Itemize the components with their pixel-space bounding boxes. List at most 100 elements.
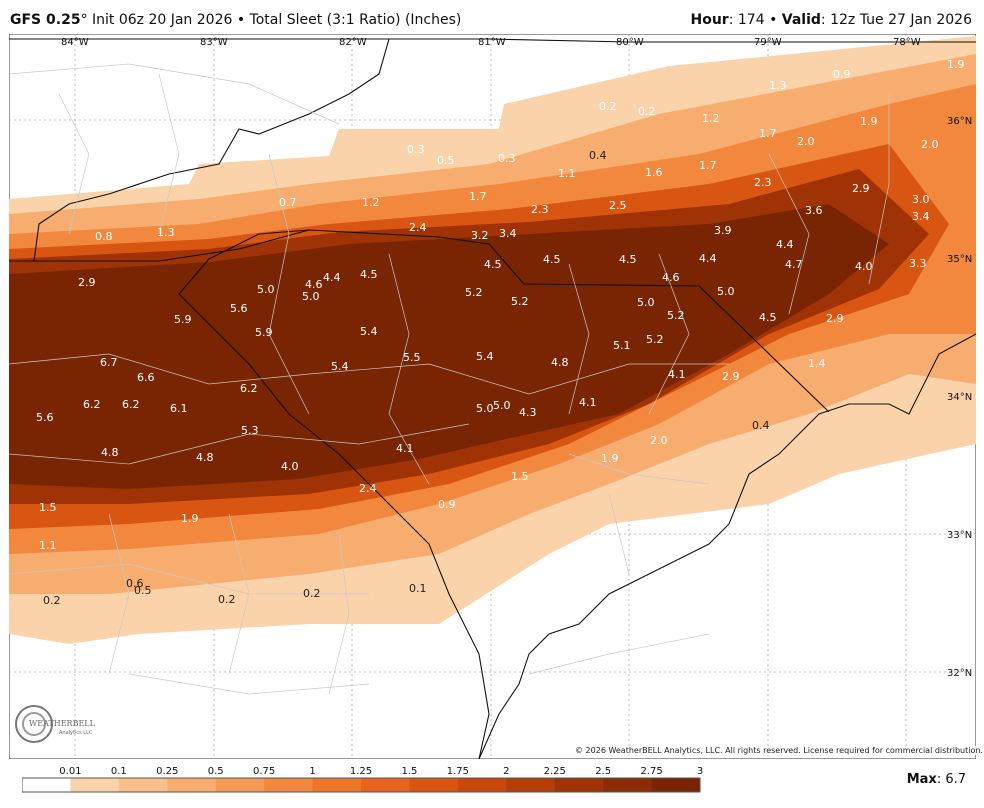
sleet-value-label: 2.4: [359, 482, 377, 495]
sleet-value-label: 4.1: [668, 368, 686, 381]
sleet-value-label: 4.3: [519, 406, 537, 419]
legend-swatch: [118, 778, 168, 792]
legend-swatch: [70, 778, 120, 792]
sleet-value-label: 4.0: [281, 460, 299, 473]
sleet-value-label: 5.4: [331, 360, 349, 373]
sleet-value-label: 1.5: [39, 501, 57, 514]
sleet-value-label: 4.5: [543, 253, 561, 266]
lon-label-4: 80°W: [616, 37, 644, 48]
lat-label-4: 32°N: [947, 668, 972, 679]
sleet-value-label: 2.3: [754, 176, 772, 189]
sleet-value-label: 2.9: [78, 276, 96, 289]
sleet-value-label: 1.9: [601, 452, 619, 465]
legend-swatch: [215, 778, 265, 792]
valid-separator: •: [769, 12, 778, 28]
lon-label-6: 78°W: [893, 37, 921, 48]
sleet-value-label: 5.4: [360, 325, 378, 338]
legend-border: [22, 777, 701, 793]
sleet-value-label: 3.6: [805, 204, 823, 217]
sleet-value-label: 1.4: [808, 357, 826, 370]
hour-value: : 174: [728, 12, 765, 28]
lon-label-2: 82°W: [339, 37, 367, 48]
max-value: Max: 6.7: [907, 772, 966, 787]
legend-swatch: [651, 778, 701, 792]
sleet-value-label: 0.2: [43, 594, 61, 607]
legend-ticks: 0.01 0.1 0.25 0.5 0.75 1 1.25 1.5 1.75 2 2.25 2.5 2.…: [59, 766, 703, 777]
sleet-value-label: 2.0: [797, 135, 815, 148]
sleet-value-label: 0.1: [409, 582, 427, 595]
sleet-value-label: 5.0: [493, 399, 511, 412]
sleet-value-label: 2.9: [826, 312, 844, 325]
legend-tick-label: 0.01: [59, 766, 81, 777]
legend-swatch: [264, 778, 314, 792]
sleet-value-label: 2.5: [609, 199, 627, 212]
sleet-value-label: 1.2: [362, 196, 380, 209]
sleet-value-label: 1.7: [699, 159, 717, 172]
sleet-value-label: 5.0: [637, 296, 655, 309]
sleet-value-label: 2.0: [650, 434, 668, 447]
hour-label: Hour: [690, 12, 729, 28]
legend-swatch: [603, 778, 653, 792]
sleet-value-label: 0.6: [126, 577, 144, 590]
sleet-value-label: 1.3: [769, 79, 787, 92]
sleet-value-label: 2.0: [921, 138, 939, 151]
sleet-value-label: 4.8: [551, 356, 569, 369]
legend-swatch: [312, 778, 362, 792]
legend-tick-label: 3: [697, 766, 703, 777]
sleet-value-label: 0.5: [134, 584, 152, 597]
map-title: GFS 0.25° Init 06z 20 Jan 2026 • Total S…: [10, 12, 461, 28]
sleet-value-label: 4.5: [484, 258, 502, 271]
sleet-value-label: 5.2: [667, 309, 685, 322]
sleet-value-label: 1.9: [181, 512, 199, 525]
legend-swatch: [361, 778, 410, 792]
logo-text: WEATHERBELL: [29, 719, 96, 728]
model-name: GFS 0.25: [10, 12, 81, 28]
sleet-value-label: 1.3: [157, 226, 175, 239]
sleet-value-label: 5.3: [241, 424, 259, 437]
lat-label-2: 34°N: [947, 392, 972, 403]
sleet-value-label: 5.2: [646, 333, 664, 346]
sleet-value-label: 4.6: [305, 278, 323, 291]
sleet-value-label: 0.9: [438, 498, 456, 511]
legend-bar: [22, 777, 701, 793]
legend-tick-label: 2: [503, 766, 509, 777]
logo-sub: Analytics LLC: [59, 730, 93, 736]
sleet-value-label: 0.3: [407, 143, 425, 156]
sleet-shading: [9, 36, 976, 644]
sleet-value-label: 0.8: [95, 230, 113, 243]
boundaries: [9, 38, 976, 759]
title-separator: •: [236, 12, 246, 28]
sleet-value-label: 2.9: [852, 182, 870, 195]
sleet-value-label: 6.2: [240, 382, 258, 395]
sleet-value-label: 1.7: [469, 190, 487, 203]
sleet-value-label: 5.1: [613, 339, 631, 352]
sleet-value-label: 2.3: [531, 203, 549, 216]
sleet-value-label: 4.7: [785, 258, 803, 271]
sleet-value-label: 0.2: [638, 105, 656, 118]
lon-labels: 84°W 83°W 82°W 81°W 80°W 79°W 78°W: [61, 37, 921, 48]
sleet-value-label: 5.0: [476, 402, 494, 415]
sleet-value-label: 6.6: [137, 371, 155, 384]
sleet-value-label: 5.9: [255, 326, 273, 339]
lon-label-3: 81°W: [478, 37, 506, 48]
sleet-value-label: 4.0: [855, 260, 873, 273]
valid-label: Valid: [781, 12, 821, 28]
sleet-value-label: 6.1: [170, 402, 188, 415]
sleet-value-label: 4.1: [579, 396, 597, 409]
sleet-value-label: 5.2: [511, 295, 529, 308]
sleet-value-label: 5.6: [230, 302, 248, 315]
sleet-value-label: 6.2: [83, 398, 101, 411]
sleet-value-label: 1.7: [759, 127, 777, 140]
legend-tick-label: 1: [309, 766, 315, 777]
init-time: Init 06z 20 Jan 2026: [92, 12, 233, 28]
sleet-value-label: 3.3: [909, 257, 927, 270]
sleet-value-label: 3.0: [912, 193, 930, 206]
sleet-value-label: 5.2: [465, 286, 483, 299]
legend-tick-label: 0.1: [111, 766, 127, 777]
legend-tick-label: 1.5: [401, 766, 417, 777]
legend-tick-label: 0.75: [253, 766, 275, 777]
legend-swatch: [506, 778, 556, 792]
sleet-value-label: 5.0: [257, 283, 275, 296]
legend-tick-label: 0.5: [208, 766, 224, 777]
sleet-value-label: 5.0: [717, 285, 735, 298]
